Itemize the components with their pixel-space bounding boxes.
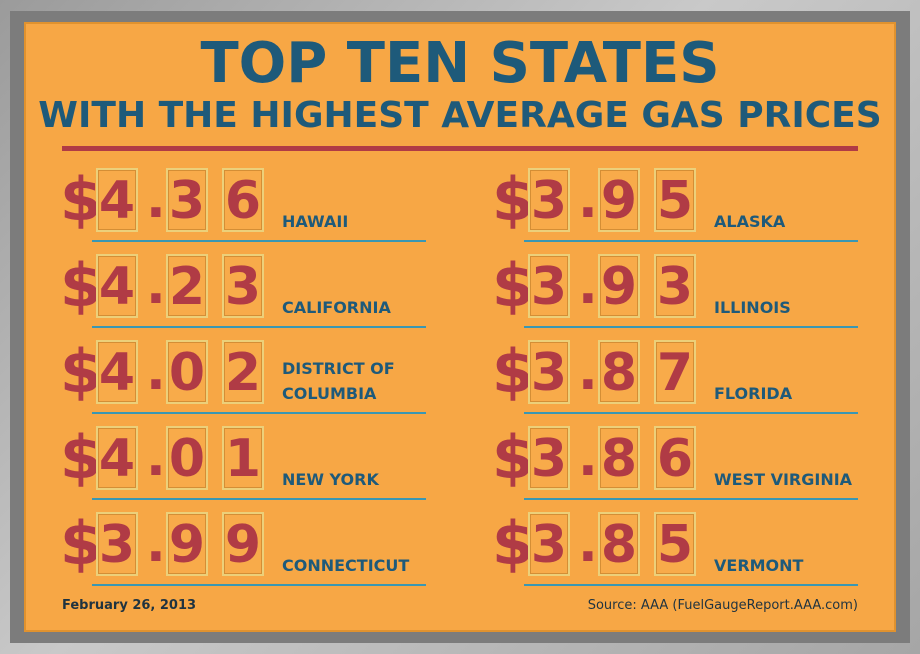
state-name: NEW YORK xyxy=(282,470,379,489)
price-row: $3. 9 9 CONNECTICUT xyxy=(60,512,460,592)
price-digit-hundredths: 1 xyxy=(222,426,264,490)
decimal-point: . xyxy=(578,514,598,574)
price-row: $3. 8 5 VERMONT xyxy=(492,512,892,592)
price-row: $4. 0 2 DISTRICT OF COLUMBIA xyxy=(60,340,460,420)
price-digit-dollars: 4 xyxy=(96,254,138,318)
price-row: $3. 9 3 ILLINOIS xyxy=(492,254,892,334)
price-digit-dollars: 3 xyxy=(528,426,570,490)
dollar-sign: $ xyxy=(60,337,102,407)
decimal-point: . xyxy=(578,342,598,402)
price-digit-dollars: 3 xyxy=(528,168,570,232)
dollar-sign: $ xyxy=(492,337,534,407)
main-title: TOP TEN STATES xyxy=(200,31,720,96)
price-digit-dollars: 4 xyxy=(96,340,138,404)
dollar-sign: $ xyxy=(492,509,534,579)
row-underline xyxy=(524,498,858,500)
row-underline xyxy=(524,240,858,242)
dollar-sign: $ xyxy=(492,423,534,493)
price-row: $3. 9 5 ALASKA xyxy=(492,168,892,248)
dollar-sign: $ xyxy=(60,251,102,321)
price-digit-tenths: 0 xyxy=(166,340,208,404)
decimal-point: . xyxy=(146,256,166,316)
state-name: WEST VIRGINIA xyxy=(714,470,853,489)
row-underline xyxy=(92,412,426,414)
dollar-sign: $ xyxy=(60,423,102,493)
price-digit-hundredths: 6 xyxy=(654,426,696,490)
row-underline xyxy=(524,584,858,586)
state-name: ALASKA xyxy=(714,212,786,231)
infographic-board: TOP TEN STATES WITH THE HIGHEST AVERAGE … xyxy=(24,22,896,632)
state-name: VERMONT xyxy=(714,556,804,575)
price-row: $3. 8 6 WEST VIRGINIA xyxy=(492,426,892,506)
price-digit-hundredths: 6 xyxy=(222,168,264,232)
price-digit-tenths: 0 xyxy=(166,426,208,490)
price-digit-dollars: 3 xyxy=(96,512,138,576)
price-digit-dollars: 4 xyxy=(96,168,138,232)
price-digit-dollars: 3 xyxy=(528,512,570,576)
price-digit-tenths: 9 xyxy=(166,512,208,576)
price-row: $4. 2 3 CALIFORNIA xyxy=(60,254,460,334)
state-name: ILLINOIS xyxy=(714,298,791,317)
state-name: CALIFORNIA xyxy=(282,298,391,317)
price-digit-hundredths: 5 xyxy=(654,168,696,232)
row-underline xyxy=(92,240,426,242)
price-digit-tenths: 9 xyxy=(598,254,640,318)
decimal-point: . xyxy=(578,428,598,488)
price-digit-dollars: 3 xyxy=(528,340,570,404)
price-digit-hundredths: 7 xyxy=(654,340,696,404)
price-digit-hundredths: 3 xyxy=(654,254,696,318)
price-digit-hundredths: 3 xyxy=(222,254,264,318)
price-digit-tenths: 9 xyxy=(598,168,640,232)
price-digit-dollars: 3 xyxy=(528,254,570,318)
price-digit-hundredths: 5 xyxy=(654,512,696,576)
decimal-point: . xyxy=(578,170,598,230)
row-underline xyxy=(524,326,858,328)
title-divider xyxy=(62,146,858,151)
state-name: HAWAII xyxy=(282,212,349,231)
price-row: $4. 0 1 NEW YORK xyxy=(60,426,460,506)
row-underline xyxy=(524,412,858,414)
row-underline xyxy=(92,326,426,328)
dollar-sign: $ xyxy=(492,251,534,321)
price-digit-tenths: 8 xyxy=(598,426,640,490)
decimal-point: . xyxy=(146,428,166,488)
price-row: $3. 8 7 FLORIDA xyxy=(492,340,892,420)
state-name: FLORIDA xyxy=(714,384,793,403)
price-digit-tenths: 3 xyxy=(166,168,208,232)
decimal-point: . xyxy=(146,514,166,574)
dollar-sign: $ xyxy=(60,165,102,235)
decimal-point: . xyxy=(578,256,598,316)
dollar-sign: $ xyxy=(60,509,102,579)
state-name: CONNECTICUT xyxy=(282,556,410,575)
state-name: DISTRICT OF COLUMBIA xyxy=(282,359,395,403)
price-digit-tenths: 8 xyxy=(598,512,640,576)
row-underline xyxy=(92,498,426,500)
decimal-point: . xyxy=(146,170,166,230)
price-row: $4. 3 6 HAWAII xyxy=(60,168,460,248)
price-digit-hundredths: 2 xyxy=(222,340,264,404)
decimal-point: . xyxy=(146,342,166,402)
subtitle: WITH THE HIGHEST AVERAGE GAS PRICES xyxy=(38,95,882,136)
source-label: Source: AAA (FuelGaugeReport.AAA.com) xyxy=(587,598,858,613)
row-underline xyxy=(92,584,426,586)
date-label: February 26, 2013 xyxy=(62,598,197,613)
price-digit-dollars: 4 xyxy=(96,426,138,490)
price-digit-tenths: 8 xyxy=(598,340,640,404)
price-digit-hundredths: 9 xyxy=(222,512,264,576)
dollar-sign: $ xyxy=(492,165,534,235)
price-digit-tenths: 2 xyxy=(166,254,208,318)
